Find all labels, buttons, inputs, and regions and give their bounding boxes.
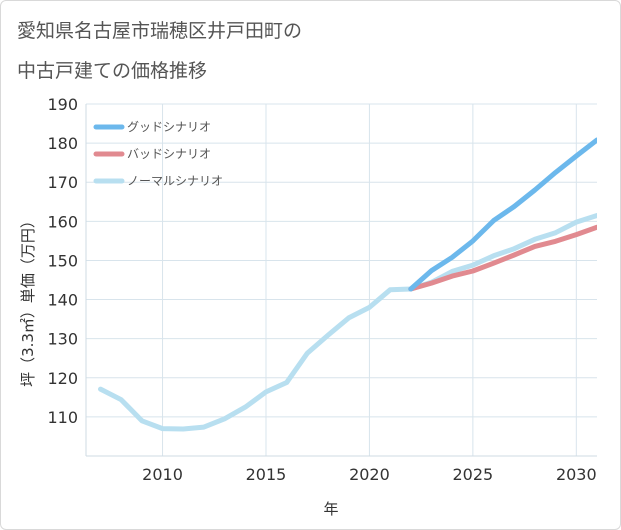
x-tick-label: 2010: [142, 465, 183, 484]
y-tick-label: 150: [47, 251, 78, 270]
series-line-1: [408, 224, 597, 292]
chart-title-line-2: 中古戸建ての価格推移: [17, 60, 207, 82]
legend-label: グッドシナリオ: [127, 120, 211, 134]
y-tick-label: 140: [47, 291, 78, 310]
chart-title: 愛知県名古屋市瑞穂区井戸田町の 中古戸建ての価格推移: [17, 20, 302, 82]
x-axis-label: 年: [323, 500, 338, 518]
y-tick-label: 130: [47, 330, 78, 349]
x-tick-label: 2020: [349, 465, 390, 484]
axis-ticks: 110 120 130 140 150 160 170 180 190 2010 2015 2020 2…: [47, 95, 596, 484]
series-line-0: [408, 137, 597, 292]
y-tick-label: 110: [47, 408, 78, 427]
legend-label: バッドシナリオ: [127, 147, 211, 161]
y-tick-label: 180: [47, 134, 78, 153]
grid: [85, 103, 597, 457]
y-axis-label: 坪（3.3㎡）単価（万円）: [19, 213, 37, 387]
y-tick-label: 120: [47, 369, 78, 388]
plot-area: [86, 104, 597, 456]
series-lines: [98, 137, 597, 432]
y-tick-label: 170: [47, 173, 78, 192]
y-tick-label: 160: [47, 212, 78, 231]
chart-title-line-1: 愛知県名古屋市瑞穂区井戸田町の: [17, 20, 302, 42]
x-tick-label: 2030: [556, 465, 597, 484]
y-tick-label: 190: [47, 95, 78, 114]
x-tick-label: 2015: [246, 465, 287, 484]
series-line-2: [98, 213, 597, 432]
x-tick-label: 2025: [453, 465, 494, 484]
legend-label: ノーマルシナリオ: [127, 174, 223, 188]
